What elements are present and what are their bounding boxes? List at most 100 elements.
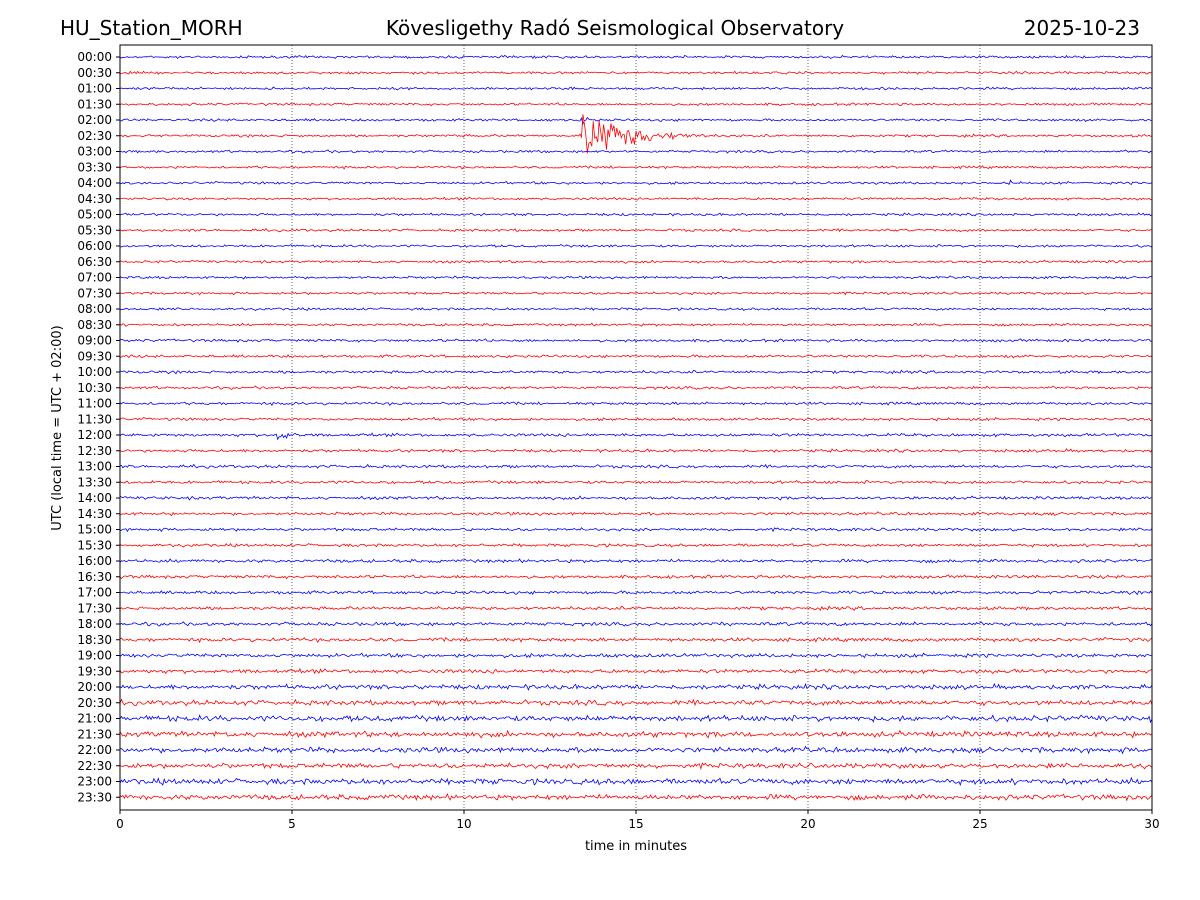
x-tick-label: 10 bbox=[456, 817, 471, 831]
trace-0530 bbox=[119, 227, 1153, 233]
y-tick-label: 18:30 bbox=[77, 633, 112, 647]
y-tick-label: 09:00 bbox=[77, 334, 112, 348]
trace-0330 bbox=[119, 165, 1153, 170]
trace-1600 bbox=[119, 558, 1153, 564]
y-tick-label: 06:30 bbox=[77, 255, 112, 269]
y-tick-label: 23:30 bbox=[77, 790, 112, 804]
station-label: HU_Station_MORH bbox=[60, 16, 243, 40]
y-axis-label: UTC (local time = UTC + 02:00) bbox=[50, 325, 65, 530]
x-tick-labels: 0 5 10 15 20 25 30 bbox=[116, 810, 1160, 831]
trace-0200 bbox=[119, 116, 1153, 126]
trace-0430 bbox=[119, 196, 1153, 201]
trace-0500 bbox=[119, 212, 1153, 217]
trace-1300 bbox=[119, 463, 1153, 469]
trace-2030 bbox=[119, 698, 1153, 707]
trace-0900 bbox=[119, 338, 1152, 343]
x-tick-label: 0 bbox=[116, 817, 124, 831]
trace-1330 bbox=[119, 479, 1153, 485]
trace-0730 bbox=[119, 291, 1153, 296]
y-tick-label: 10:30 bbox=[77, 381, 112, 395]
y-tick-label: 04:00 bbox=[77, 176, 112, 190]
trace-2200 bbox=[119, 745, 1153, 755]
y-tick-label: 21:30 bbox=[77, 727, 112, 741]
trace-1200 bbox=[119, 432, 1153, 441]
y-tick-label: 15:30 bbox=[77, 538, 112, 552]
y-tick-label: 02:00 bbox=[77, 113, 112, 127]
trace-1630 bbox=[119, 574, 1153, 580]
x-tick-label: 15 bbox=[628, 817, 643, 831]
y-tick-label: 20:30 bbox=[77, 696, 112, 710]
y-tick-label: 07:00 bbox=[77, 271, 112, 285]
y-tick-label: 00:00 bbox=[77, 50, 112, 64]
seismic-traces bbox=[119, 54, 1153, 802]
trace-0930 bbox=[120, 354, 1153, 359]
trace-1800 bbox=[119, 621, 1153, 627]
y-tick-label: 01:30 bbox=[77, 97, 112, 111]
y-tick-label: 16:30 bbox=[77, 570, 112, 584]
y-tick-label: 13:30 bbox=[77, 475, 112, 489]
y-tick-label: 19:30 bbox=[77, 664, 112, 678]
trace-0630 bbox=[119, 259, 1153, 264]
trace-2100 bbox=[119, 714, 1153, 724]
trace-1730 bbox=[119, 605, 1153, 612]
trace-0100 bbox=[119, 86, 1153, 91]
y-tick-label: 11:00 bbox=[77, 397, 112, 411]
y-tick-label: 06:00 bbox=[77, 239, 112, 253]
trace-1030 bbox=[119, 385, 1153, 391]
trace-0800 bbox=[119, 307, 1153, 312]
trace-2230 bbox=[119, 762, 1153, 771]
trace-2330 bbox=[119, 792, 1153, 802]
y-tick-label: 05:00 bbox=[77, 208, 112, 222]
plot-frame bbox=[119, 44, 1153, 811]
trace-1000 bbox=[119, 369, 1152, 375]
gridlines bbox=[291, 45, 981, 810]
date-label: 2025-10-23 bbox=[1024, 16, 1140, 40]
trace-1900 bbox=[119, 652, 1153, 659]
trace-1130 bbox=[119, 416, 1153, 422]
y-tick-label: 05:30 bbox=[77, 223, 112, 237]
y-tick-label: 23:00 bbox=[77, 775, 112, 789]
trace-0600 bbox=[119, 243, 1153, 248]
y-tick-label: 03:30 bbox=[77, 160, 112, 174]
y-tick-label: 02:30 bbox=[77, 129, 112, 143]
trace-1230 bbox=[119, 448, 1153, 454]
trace-0000 bbox=[119, 54, 1153, 60]
y-tick-label: 12:00 bbox=[77, 428, 112, 442]
trace-0700 bbox=[119, 275, 1153, 280]
trace-1700 bbox=[119, 590, 1153, 596]
y-tick-label: 15:00 bbox=[77, 523, 112, 537]
y-tick-label: 21:00 bbox=[77, 712, 112, 726]
y-tick-label: 17:30 bbox=[77, 601, 112, 615]
trace-1830 bbox=[119, 636, 1153, 644]
x-tick-label: 5 bbox=[288, 817, 296, 831]
y-tick-label: 11:30 bbox=[77, 412, 112, 426]
y-tick-label: 00:30 bbox=[77, 66, 112, 80]
trace-1500 bbox=[119, 527, 1153, 533]
trace-2300 bbox=[119, 776, 1153, 787]
y-tick-label: 14:00 bbox=[77, 491, 112, 505]
trace-2130 bbox=[119, 729, 1153, 739]
x-tick-label: 20 bbox=[800, 817, 815, 831]
y-tick-label: 03:00 bbox=[77, 145, 112, 159]
y-tick-label: 20:00 bbox=[77, 680, 112, 694]
x-tick-label: 30 bbox=[1144, 817, 1159, 831]
trace-2000 bbox=[119, 682, 1153, 691]
y-tick-label: 01:00 bbox=[77, 82, 112, 96]
y-tick-label: 04:30 bbox=[77, 192, 112, 206]
trace-0400 bbox=[119, 179, 1153, 186]
trace-0830 bbox=[119, 322, 1153, 327]
y-tick-label: 18:00 bbox=[77, 617, 112, 631]
y-tick-label: 19:00 bbox=[77, 649, 112, 663]
chart-title: Kövesligethy Radó Seismological Observat… bbox=[386, 16, 844, 40]
x-tick-label: 25 bbox=[972, 817, 987, 831]
x-axis-label: time in minutes bbox=[585, 839, 687, 854]
y-tick-label: 14:30 bbox=[77, 507, 112, 521]
y-tick-label: 17:00 bbox=[77, 586, 112, 600]
y-tick-label: 08:00 bbox=[77, 302, 112, 316]
trace-0130 bbox=[119, 102, 1153, 107]
y-tick-label: 08:30 bbox=[77, 318, 112, 332]
trace-1100 bbox=[119, 401, 1153, 407]
trace-1530 bbox=[119, 542, 1153, 548]
y-tick-label: 22:00 bbox=[77, 743, 112, 757]
